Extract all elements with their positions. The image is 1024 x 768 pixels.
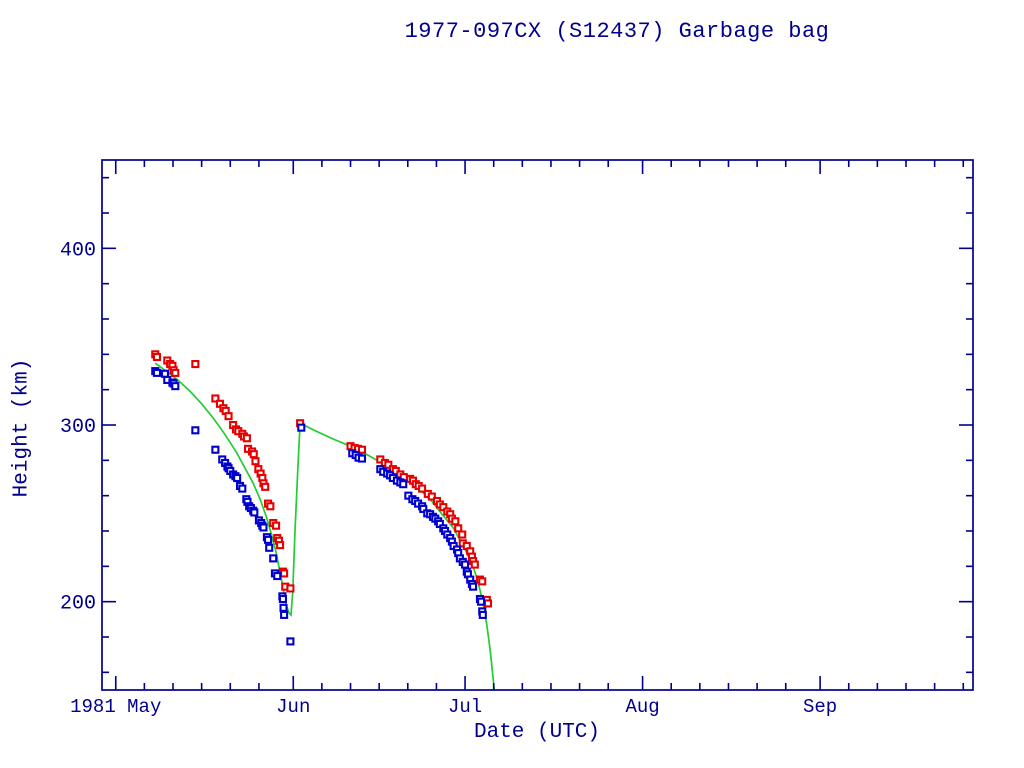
red-data-point (357, 445, 367, 454)
x-axis-title: Date (UTC) (473, 721, 601, 744)
red-data-point (280, 569, 289, 578)
red-data-point (458, 530, 467, 539)
blue-data-point (259, 523, 268, 532)
red-data-point (470, 560, 479, 569)
blue-data-point (238, 484, 247, 493)
x-tick-label: Jun (276, 696, 310, 718)
red-data-point (384, 460, 393, 469)
x-tick-label: Jul (448, 696, 482, 718)
red-data-point (286, 584, 295, 593)
x-tick-label: Aug (625, 696, 659, 718)
model-height-line (154, 362, 496, 691)
blue-data-point (250, 508, 259, 517)
red-data-point (478, 577, 487, 586)
red-data-point (261, 482, 270, 491)
red-data-point (418, 484, 427, 493)
red-data-point (171, 368, 180, 377)
blue-data-point (265, 543, 274, 552)
red-data-point (451, 517, 460, 526)
red-data-point (211, 394, 220, 403)
y-tick-label: 400 (60, 239, 96, 262)
blue-data-point (211, 445, 220, 454)
blue-data-point (273, 571, 282, 581)
blue-data-point (160, 369, 170, 378)
red-data-point (249, 450, 258, 459)
blue-data-point (461, 560, 470, 569)
y-tick-label: 200 (60, 593, 96, 616)
blue-data-point (478, 610, 487, 619)
blue-data-point (264, 535, 273, 544)
blue-data-point (171, 382, 180, 391)
blue-data-point (399, 480, 408, 489)
red-data-point (276, 541, 285, 550)
y-tick-label: 300 (60, 416, 96, 439)
blue-data-point (286, 637, 295, 646)
red-data-point (191, 359, 200, 369)
blue-data-point (357, 454, 367, 463)
red-data-point (152, 352, 162, 362)
red-data-point (266, 502, 275, 511)
blue-data-point (280, 610, 289, 619)
chart-title: 1977-097CX (S12437) Garbage bag (404, 19, 830, 44)
red-data-point (483, 599, 493, 608)
blue-data-point (469, 582, 478, 591)
x-tick-label: 1981 May (70, 696, 161, 718)
blue-data-point (269, 554, 278, 563)
blue-data-point (297, 423, 306, 432)
y-axis-title: Height (km) (10, 358, 34, 498)
red-data-point (242, 434, 251, 443)
x-tick-label: Sep (803, 696, 837, 718)
blue-data-point (191, 426, 200, 435)
red-data-point (272, 521, 281, 530)
blue-data-point (279, 603, 288, 612)
red-data-point (427, 492, 436, 501)
red-data-point (224, 412, 233, 421)
blue-data-point (152, 368, 162, 377)
blue-data-point (278, 594, 288, 604)
red-data-point (251, 457, 260, 466)
red-data-point (454, 524, 463, 533)
blue-data-point (477, 597, 486, 606)
blue-data-point (233, 473, 242, 483)
